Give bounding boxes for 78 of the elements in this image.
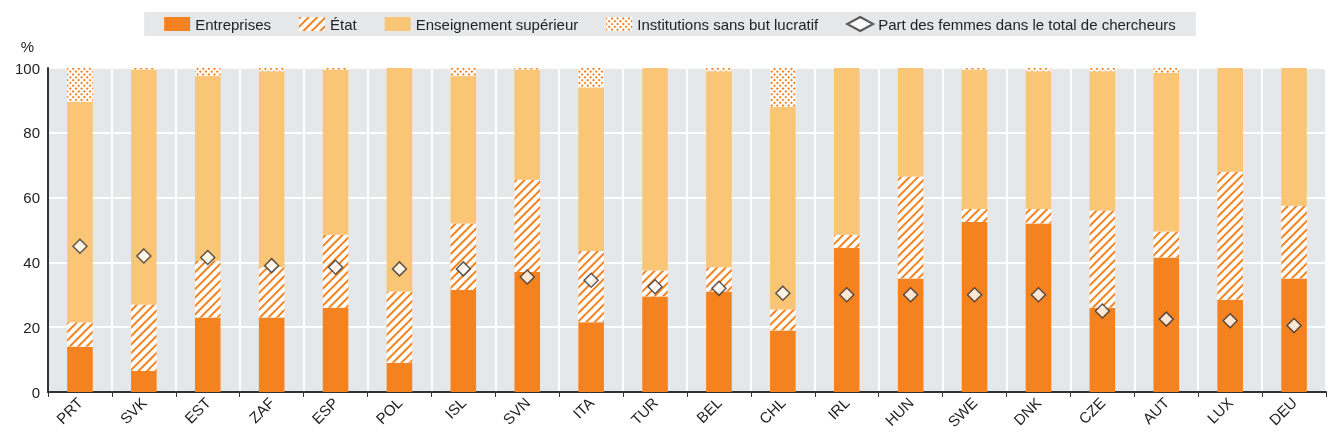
point	[455, 261, 472, 277]
bar	[514, 272, 541, 392]
bar	[578, 87, 604, 252]
bar	[258, 317, 285, 392]
point	[966, 287, 983, 303]
x-tick-label: CHL	[755, 393, 789, 428]
bar	[642, 296, 668, 392]
bar	[1089, 71, 1116, 211]
bar	[131, 370, 157, 392]
y-tick-label: 80	[23, 124, 40, 142]
bar	[386, 362, 413, 392]
bar	[194, 317, 221, 392]
point	[1094, 303, 1111, 319]
point	[839, 287, 855, 303]
point	[1158, 311, 1174, 327]
legend-label: Enseignement supérieur	[415, 15, 579, 33]
point	[1222, 312, 1238, 329]
bar	[322, 307, 349, 392]
x-tick-label: ITA	[569, 393, 598, 422]
bar	[642, 68, 668, 271]
bar	[386, 68, 413, 292]
bar	[833, 68, 860, 235]
bar	[450, 76, 477, 224]
point	[902, 287, 919, 303]
bar	[1281, 68, 1307, 206]
bar	[67, 346, 93, 392]
point	[711, 280, 727, 297]
bar	[897, 278, 924, 392]
legend-label: Entreprises	[195, 15, 272, 33]
x-tick-label: BEL	[692, 393, 725, 427]
bar	[322, 69, 349, 235]
bar	[961, 69, 988, 209]
bar	[578, 322, 604, 392]
legend-label: Part des femmes dans le total de chercheurs	[878, 15, 1176, 33]
y-tick-label: 20	[23, 318, 40, 336]
y-tick-label: 40	[23, 253, 40, 271]
y-tick-label: 0	[31, 383, 40, 401]
bar	[706, 71, 732, 268]
bar	[1281, 278, 1307, 392]
bar	[770, 330, 796, 392]
point	[327, 259, 344, 276]
x-tick-label: POL	[372, 393, 406, 428]
point	[391, 261, 408, 277]
bar	[770, 106, 796, 310]
point	[519, 269, 535, 285]
bar	[1089, 307, 1116, 392]
point	[72, 238, 88, 254]
y-tick-label: 100	[14, 59, 40, 77]
point	[200, 249, 216, 266]
bar	[1153, 72, 1180, 232]
point	[1286, 317, 1302, 334]
legend-label: Institutions sans but lucratif	[637, 15, 820, 33]
bar	[67, 102, 93, 323]
point	[136, 248, 152, 264]
point	[1030, 287, 1047, 303]
legend-label: État	[330, 15, 358, 33]
bar	[131, 69, 157, 305]
bar	[1025, 71, 1052, 209]
bar	[833, 247, 860, 392]
bar	[897, 68, 924, 177]
x-tick-label: IRL	[824, 393, 853, 423]
bar	[1217, 299, 1243, 392]
y-tick-label: 60	[23, 189, 40, 207]
bar	[1025, 223, 1052, 392]
point	[775, 285, 791, 301]
x-tick-label: TUR	[627, 393, 662, 428]
bar	[194, 76, 221, 261]
bar	[1153, 257, 1180, 392]
y-axis-title: %	[20, 38, 34, 55]
bar	[1217, 68, 1243, 172]
bar	[258, 71, 285, 268]
point	[583, 272, 599, 288]
point	[263, 257, 280, 274]
bar	[514, 69, 541, 180]
bar	[450, 289, 477, 392]
bar	[706, 291, 732, 392]
bar	[961, 221, 988, 392]
x-tick-label: ISL	[441, 393, 470, 422]
